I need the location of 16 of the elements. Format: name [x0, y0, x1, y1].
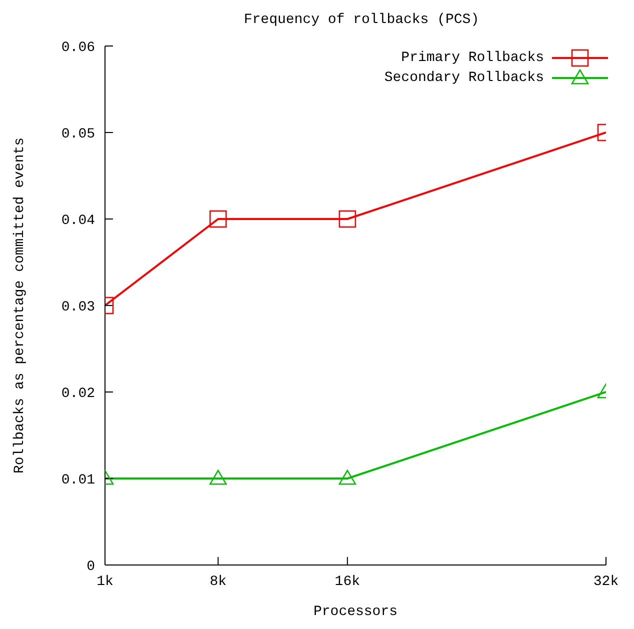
x-tick-label: 16k — [334, 574, 360, 590]
y-tick-label: 0.06 — [61, 40, 95, 56]
legend-label: Primary Rollbacks — [401, 50, 544, 66]
chart-title: Frequency of rollbacks (PCS) — [242, 12, 480, 28]
y-axis-title: Rollbacks as percentage committed events — [12, 137, 28, 474]
x-tick-label: 1k — [96, 574, 114, 590]
y-tick-label: 0 — [86, 558, 95, 575]
y-tick-label: 0.04 — [61, 212, 95, 229]
legend-label: Secondary Rollbacks — [384, 70, 544, 86]
y-tick-label: 0.01 — [61, 472, 95, 488]
y-tick-label: 0.02 — [61, 386, 95, 402]
x-axis-title: Processors — [313, 604, 398, 620]
y-tick-label: 0.05 — [61, 126, 95, 142]
x-tick-label: 8k — [210, 574, 227, 590]
y-tick-label: 0.03 — [61, 299, 95, 316]
x-tick-label: 32k — [593, 574, 619, 590]
